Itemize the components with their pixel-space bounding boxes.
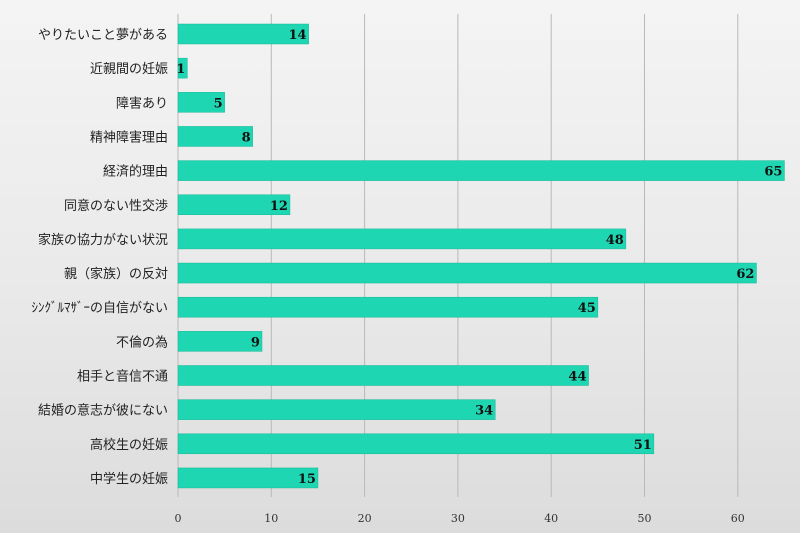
category-label: ｼﾝｸﾞﾙﾏｻﾞｰの自信がない xyxy=(31,301,168,316)
bar xyxy=(177,194,291,215)
bar xyxy=(177,433,655,455)
bar xyxy=(177,467,319,489)
bar xyxy=(177,365,589,386)
x-tick-label: 0 xyxy=(175,512,182,525)
value-label: 44 xyxy=(568,370,586,385)
bar xyxy=(177,57,188,79)
value-label: 12 xyxy=(270,199,288,214)
value-label: 62 xyxy=(736,267,754,282)
bar xyxy=(177,23,309,45)
bar xyxy=(177,92,225,113)
category-label: 障害あり xyxy=(116,95,168,111)
value-label: 65 xyxy=(764,165,782,180)
x-tick-label: 60 xyxy=(731,512,745,525)
x-tick-label: 40 xyxy=(544,512,558,525)
value-label: 48 xyxy=(606,233,624,248)
category-label: 親（家族）の反対 xyxy=(64,266,168,282)
x-axis-tick-labels: 0 10 20 30 40 50 60 xyxy=(175,512,745,525)
category-label: 高校生の妊娠 xyxy=(90,437,168,453)
value-label: 14 xyxy=(289,28,307,43)
bar xyxy=(177,126,253,147)
category-labels: やりたいこと夢がある近親間の妊娠障害あり精神障害理由経済的理由同意のない性交渉家… xyxy=(31,28,168,487)
category-label: 近親間の妊娠 xyxy=(90,62,168,77)
bar xyxy=(177,262,757,284)
bar xyxy=(177,228,627,250)
value-label: 1 xyxy=(176,62,185,77)
category-label: 不倫の為 xyxy=(116,334,168,350)
category-label: やりたいこと夢がある xyxy=(38,28,168,43)
value-label: 15 xyxy=(298,472,316,487)
category-label: 結婚の意志が彼にない xyxy=(38,403,168,419)
x-tick-label: 20 xyxy=(358,512,372,525)
bar xyxy=(177,399,496,420)
category-label: 同意のない性交渉 xyxy=(64,198,168,214)
bar xyxy=(177,296,599,318)
category-label: 中学生の妊娠 xyxy=(90,471,168,487)
value-label: 45 xyxy=(578,301,596,316)
value-label: 51 xyxy=(634,438,652,453)
bar xyxy=(177,160,785,181)
bars xyxy=(177,23,785,489)
value-label: 5 xyxy=(214,96,223,111)
category-label: 相手と音信不通 xyxy=(77,369,168,385)
value-label: 34 xyxy=(475,404,493,419)
x-tick-label: 10 xyxy=(264,512,278,525)
category-label: 精神障害理由 xyxy=(90,129,168,145)
x-tick-label: 50 xyxy=(638,512,652,525)
bar xyxy=(177,331,263,352)
value-label: 9 xyxy=(251,335,260,350)
value-label: 8 xyxy=(242,130,251,145)
x-tick-label: 30 xyxy=(451,512,465,525)
category-label: 家族の協力がない状況 xyxy=(38,232,168,248)
grid-lines xyxy=(177,14,739,497)
category-label: 経済的理由 xyxy=(103,164,168,180)
